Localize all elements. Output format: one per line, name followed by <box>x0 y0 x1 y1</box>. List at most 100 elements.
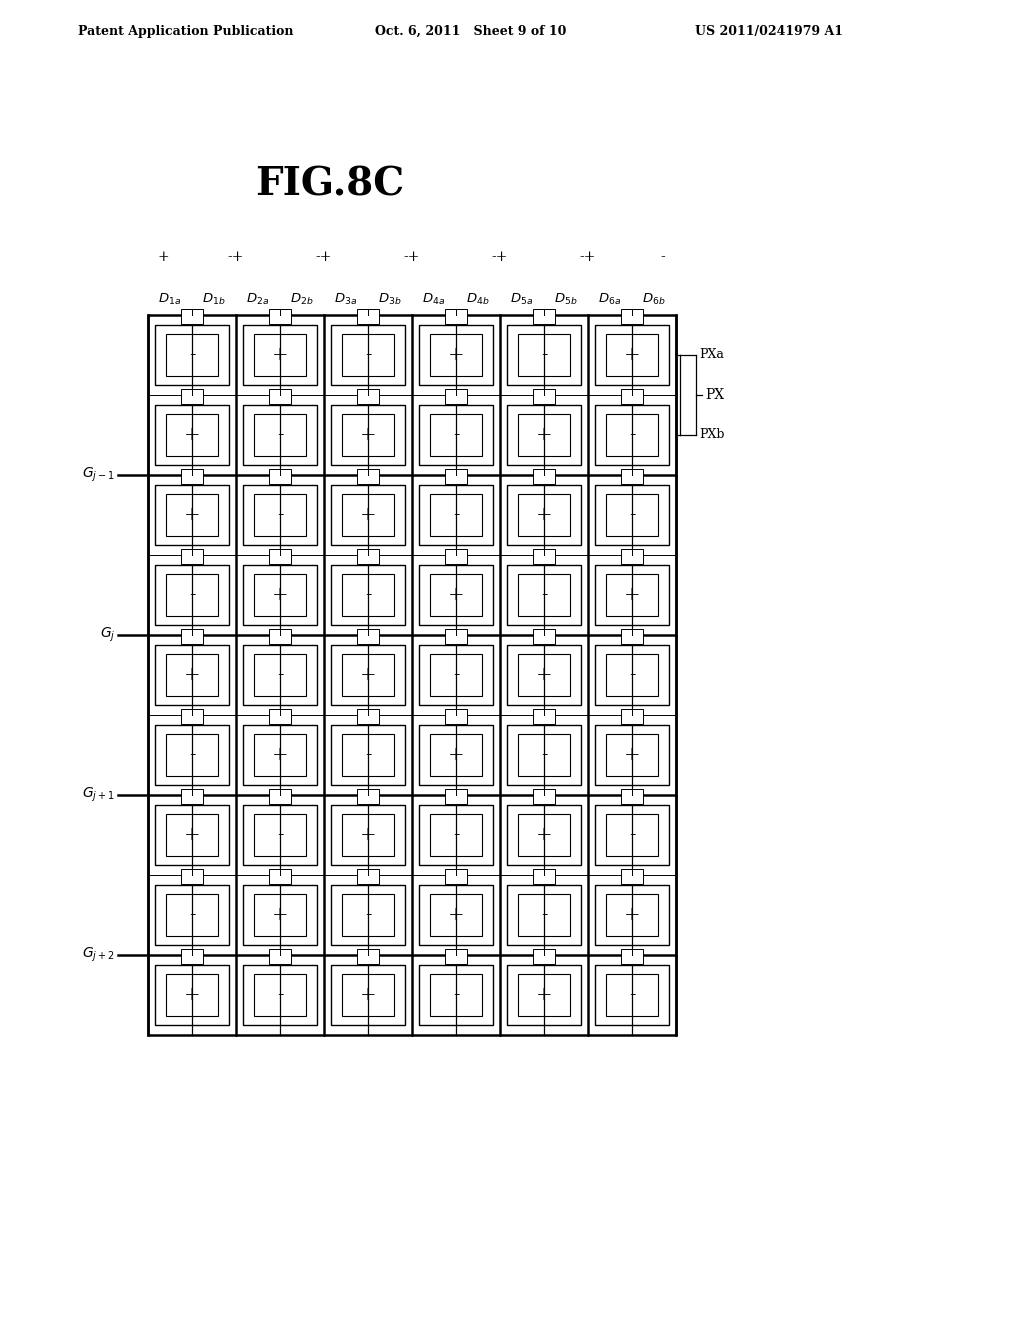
Bar <box>342 894 394 936</box>
Bar <box>254 494 306 536</box>
Bar <box>156 405 228 465</box>
Bar <box>596 725 669 785</box>
Bar <box>342 974 394 1016</box>
Text: FIG.8C: FIG.8C <box>255 165 404 203</box>
Bar <box>332 405 404 465</box>
Bar <box>534 949 555 964</box>
Bar <box>596 965 669 1026</box>
Bar <box>430 494 482 536</box>
Bar <box>357 789 379 804</box>
Bar <box>445 469 467 483</box>
Text: +: + <box>624 586 640 605</box>
Bar <box>156 884 228 945</box>
Text: +: + <box>447 906 464 924</box>
Text: +: + <box>536 426 552 444</box>
Text: Oct. 6, 2011   Sheet 9 of 10: Oct. 6, 2011 Sheet 9 of 10 <box>375 25 566 38</box>
Text: -: - <box>188 746 196 764</box>
Text: +: + <box>271 346 288 364</box>
Text: -: - <box>453 667 460 684</box>
Bar <box>508 965 581 1026</box>
Bar <box>181 949 203 964</box>
Bar <box>332 884 404 945</box>
Bar <box>166 894 218 936</box>
Bar <box>534 549 555 564</box>
Bar <box>244 805 316 865</box>
Bar <box>430 414 482 455</box>
Text: PXa: PXa <box>699 348 724 362</box>
Text: $D_{3b}$: $D_{3b}$ <box>378 292 401 308</box>
Text: +: + <box>183 506 201 524</box>
Bar <box>621 869 643 883</box>
Bar <box>534 469 555 483</box>
Text: -: - <box>276 426 284 444</box>
Bar <box>517 894 570 936</box>
Bar <box>269 789 291 804</box>
Text: +: + <box>183 986 201 1005</box>
Bar <box>621 709 643 723</box>
Bar <box>596 405 669 465</box>
Bar <box>621 389 643 404</box>
Text: $D_{6a}$: $D_{6a}$ <box>598 292 622 308</box>
Bar <box>166 974 218 1016</box>
Bar <box>166 574 218 616</box>
Bar <box>445 869 467 883</box>
Bar <box>166 734 218 776</box>
Text: -: - <box>453 826 460 843</box>
Bar <box>357 389 379 404</box>
Bar <box>342 334 394 376</box>
Bar <box>244 405 316 465</box>
Bar <box>430 814 482 855</box>
Bar <box>420 884 493 945</box>
Bar <box>534 630 555 644</box>
Bar <box>420 645 493 705</box>
Bar <box>269 709 291 723</box>
Text: -: - <box>453 506 460 524</box>
Bar <box>445 630 467 644</box>
Text: -: - <box>629 426 635 444</box>
Text: $D_{4a}$: $D_{4a}$ <box>423 292 445 308</box>
Text: -+: -+ <box>315 251 332 264</box>
Bar <box>420 725 493 785</box>
Bar <box>420 405 493 465</box>
Text: +: + <box>271 906 288 924</box>
Text: -: - <box>188 906 196 924</box>
Text: -: - <box>276 826 284 843</box>
Text: +: + <box>536 506 552 524</box>
Bar <box>166 494 218 536</box>
Bar <box>621 630 643 644</box>
Text: $D_{1b}$: $D_{1b}$ <box>202 292 225 308</box>
Bar <box>181 389 203 404</box>
Bar <box>508 805 581 865</box>
Bar <box>508 405 581 465</box>
Bar <box>342 574 394 616</box>
Bar <box>156 965 228 1026</box>
Bar <box>357 949 379 964</box>
Bar <box>430 894 482 936</box>
Bar <box>621 789 643 804</box>
Bar <box>244 965 316 1026</box>
Text: +: + <box>271 586 288 605</box>
Bar <box>605 334 658 376</box>
Text: -: - <box>541 746 547 764</box>
Bar <box>508 484 581 545</box>
Text: US 2011/0241979 A1: US 2011/0241979 A1 <box>695 25 843 38</box>
Text: +: + <box>359 986 376 1005</box>
Text: +: + <box>183 826 201 843</box>
Text: +: + <box>183 426 201 444</box>
Bar <box>332 645 404 705</box>
Text: $D_{6b}$: $D_{6b}$ <box>642 292 666 308</box>
Text: +: + <box>359 667 376 684</box>
Bar <box>332 965 404 1026</box>
Bar <box>445 389 467 404</box>
Bar <box>534 869 555 883</box>
Text: -: - <box>541 346 547 364</box>
Bar <box>166 655 218 696</box>
Bar <box>156 725 228 785</box>
Bar <box>244 565 316 624</box>
Bar <box>254 414 306 455</box>
Bar <box>269 549 291 564</box>
Bar <box>596 805 669 865</box>
Text: PXb: PXb <box>699 429 725 441</box>
Text: +: + <box>536 826 552 843</box>
Text: -: - <box>629 506 635 524</box>
